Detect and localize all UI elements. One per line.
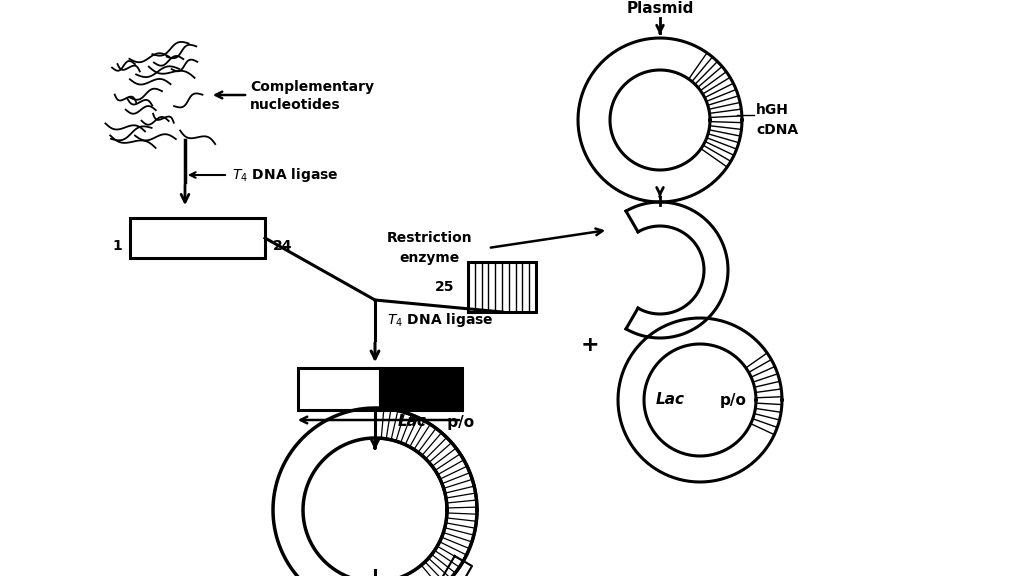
Text: p/o: p/o: [442, 415, 474, 430]
Text: enzyme: enzyme: [400, 251, 460, 265]
Text: Restriction: Restriction: [387, 231, 473, 245]
Text: cDNA: cDNA: [756, 123, 798, 137]
Text: p/o: p/o: [720, 392, 746, 407]
Text: $T_4$ DNA ligase: $T_4$ DNA ligase: [232, 166, 338, 184]
Text: 1: 1: [113, 239, 122, 253]
Text: 24: 24: [273, 239, 293, 253]
Text: Lac: Lac: [655, 392, 684, 407]
Text: nucleotides: nucleotides: [250, 98, 341, 112]
Text: Lac: Lac: [398, 415, 427, 430]
Bar: [468, 262, 536, 312]
Text: Plasmid: Plasmid: [627, 1, 693, 16]
Bar: [298, 368, 380, 410]
Text: +: +: [581, 335, 599, 355]
Text: Complementary: Complementary: [250, 80, 374, 94]
Text: $T_4$ DNA ligase: $T_4$ DNA ligase: [387, 311, 494, 329]
Bar: [380, 368, 462, 410]
Text: hGH: hGH: [756, 103, 788, 117]
Text: 25: 25: [434, 280, 454, 294]
Bar: [130, 218, 265, 258]
